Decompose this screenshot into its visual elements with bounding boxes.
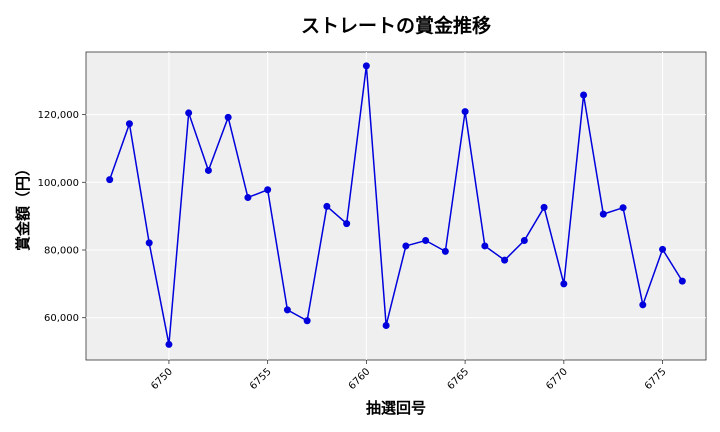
data-point [501,256,509,264]
y-axis-ticks: 60,000 80,000 100,000 120,000 [38,110,86,324]
data-point [283,306,291,314]
data-point [165,340,173,348]
chart-title: ストレートの賞金推移 [301,14,491,37]
x-axis-ticks: 6750 6755 6760 6765 6770 6775 [149,360,669,392]
data-point [580,91,588,99]
data-point [303,317,311,325]
data-point [402,242,410,250]
data-point [362,62,370,70]
data-point [599,210,607,218]
data-point [244,194,252,202]
data-point [185,109,193,117]
data-point [560,280,568,288]
y-tick-label: 80,000 [44,246,79,257]
data-point [540,203,548,211]
y-tick-label: 100,000 [38,178,79,189]
plot-area [85,51,707,361]
data-point [481,242,489,250]
x-tick-label: 6755 [248,366,274,392]
y-tick-label: 60,000 [44,313,79,324]
data-point [264,186,272,194]
series-line [108,65,683,345]
data-point [125,120,133,128]
data-point [224,113,232,121]
data-point [520,237,528,245]
data-point [678,277,686,285]
data-point [145,239,153,247]
y-axis-label: 賞金額（円） [14,161,32,251]
data-point [422,237,430,245]
data-point [106,176,114,184]
x-tick-label: 6770 [544,366,570,392]
data-point [382,321,390,329]
x-tick-label: 6775 [643,366,669,392]
data-point [639,301,647,309]
data-point [204,166,212,174]
data-point [343,220,351,228]
data-point [659,245,667,253]
data-point [441,247,449,255]
y-tick-label: 120,000 [38,110,79,121]
x-tick-label: 6750 [149,366,175,392]
x-tick-label: 6765 [445,366,471,392]
data-point [619,204,627,212]
data-point [461,108,469,116]
x-axis-label: 抽選回号 [366,399,426,417]
data-point [323,202,331,210]
series-layer [106,62,686,348]
x-tick-label: 6760 [347,366,373,392]
